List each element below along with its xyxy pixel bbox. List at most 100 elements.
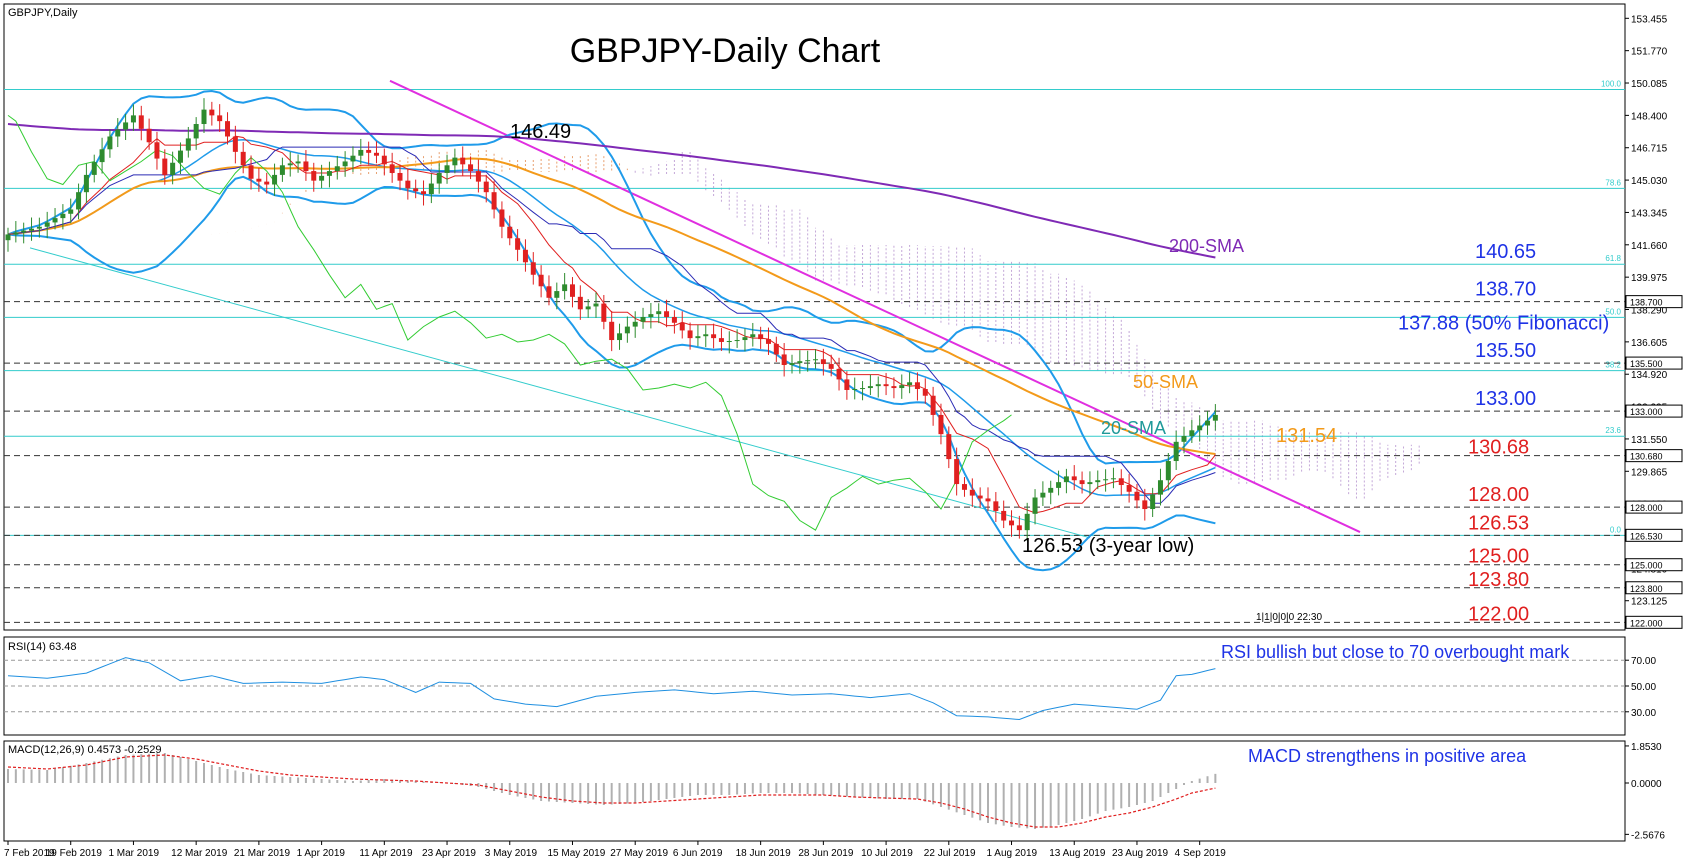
- candle-body: [319, 175, 325, 181]
- candle-body: [617, 333, 623, 341]
- candle-body: [326, 171, 332, 176]
- level-label: 130.68: [1468, 437, 1529, 459]
- candle-body: [640, 317, 646, 322]
- candle-body: [342, 161, 348, 167]
- sma200-line: [7, 123, 1216, 259]
- candle-body: [421, 191, 427, 195]
- candle-body: [624, 326, 630, 334]
- candle-body: [460, 157, 466, 165]
- candle-body: [272, 174, 278, 185]
- candle-body: [217, 115, 223, 122]
- candle-body: [311, 171, 317, 181]
- candle-body: [1040, 492, 1046, 498]
- candle-body: [609, 321, 615, 341]
- macd-panel-frame: [3, 740, 1626, 842]
- candle-body: [1001, 510, 1007, 521]
- candle-body: [193, 124, 199, 139]
- candle-body: [1157, 480, 1163, 495]
- candle-body: [930, 395, 936, 415]
- candle-body: [546, 286, 552, 298]
- candle-body: [1165, 461, 1171, 481]
- candle-body: [891, 386, 897, 389]
- macd-annotation: MACD strengthens in positive area: [1248, 746, 1527, 766]
- candle-body: [1110, 478, 1116, 480]
- candle-body: [256, 178, 262, 182]
- rsi-tick-label: 30.00: [1631, 708, 1656, 719]
- candle-body: [115, 129, 121, 137]
- x-tick-label: 19 Feb 2019: [46, 848, 103, 859]
- x-tick-label: 10 Jul 2019: [861, 848, 913, 859]
- candle-body: [1009, 520, 1015, 526]
- level-price-box-text: 122.000: [1630, 618, 1663, 628]
- x-tick-label: 11 Apr 2019: [359, 848, 413, 859]
- candle-body: [977, 495, 983, 499]
- macd-indicator: 1.8530 0.0000 -2.5676: [7, 742, 1665, 841]
- candle-body: [279, 165, 285, 175]
- x-tick-label: 23 Aug 2019: [1112, 848, 1169, 859]
- candle-body: [946, 434, 952, 460]
- support-resistance-levels: [4, 301, 1625, 623]
- candle-body: [1142, 500, 1148, 510]
- candle-body: [805, 360, 811, 362]
- low-label: 126.53 (3-year low): [1022, 535, 1194, 557]
- level-price-box-text: 128.000: [1630, 503, 1663, 513]
- candle-body: [475, 171, 481, 182]
- candle-body: [381, 155, 387, 165]
- level-price-box: [1625, 449, 1683, 463]
- candle-body: [60, 213, 66, 219]
- x-tick-label: 6 Jun 2019: [673, 848, 723, 859]
- sma50-label: 50-SMA: [1133, 372, 1198, 392]
- level-price-box-text: 135.500: [1630, 359, 1663, 369]
- y-tick-label: 134.920: [1631, 370, 1668, 381]
- candle-body: [1189, 430, 1195, 437]
- rsi-panel-frame: [3, 636, 1626, 736]
- fib-label: 0.0: [1610, 525, 1622, 534]
- candle-body: [601, 303, 607, 322]
- rsi-tick-label: 70.00: [1631, 656, 1656, 667]
- level-price-box: [1625, 581, 1683, 595]
- candle-body: [585, 306, 591, 310]
- x-tick-label: 28 Jun 2019: [798, 848, 853, 859]
- moving-averages: [7, 89, 1217, 572]
- high-label: 146.49: [510, 121, 571, 143]
- candle-body: [29, 228, 35, 231]
- candle-body: [569, 284, 575, 297]
- level-price-box: [1625, 558, 1683, 572]
- y-tick-label: 131.550: [1631, 435, 1668, 446]
- candle-body: [907, 382, 913, 386]
- x-tick-label: 13 Aug 2019: [1049, 848, 1106, 859]
- x-tick-label: 1 Mar 2019: [108, 848, 159, 859]
- y-tick-label: 123.125: [1631, 597, 1668, 608]
- level-label: 131.54: [1276, 425, 1337, 447]
- y-tick-label: 153.455: [1631, 14, 1668, 25]
- x-tick-label: 23 Apr 2019: [422, 848, 476, 859]
- candle-body: [107, 136, 113, 150]
- candle-body: [170, 162, 176, 175]
- candle-body: [1173, 441, 1179, 462]
- candle-body: [68, 209, 74, 214]
- level-price-box-text: 123.800: [1630, 584, 1663, 594]
- level-label: 138.70: [1475, 279, 1536, 301]
- x-tick-label: 7 Feb 2019: [4, 848, 55, 859]
- candle-body: [146, 128, 152, 143]
- candle-body: [797, 361, 803, 364]
- candle-body: [1048, 487, 1054, 493]
- level-label: 137.88 (50% Fibonacci): [1398, 312, 1609, 334]
- bollinger-lower-line: [7, 175, 1216, 572]
- candle-body: [1032, 497, 1038, 514]
- candle-body: [1197, 425, 1203, 431]
- candle-body: [522, 249, 528, 263]
- candle-body: [303, 161, 309, 172]
- candle-body: [538, 274, 544, 287]
- candle-body: [765, 339, 771, 344]
- candle-body: [123, 122, 129, 130]
- macd-tick-label: 1.8530: [1631, 742, 1662, 753]
- level-price-box-text: 138.700: [1630, 298, 1663, 308]
- candle-body: [436, 172, 442, 184]
- candle-body: [703, 334, 709, 337]
- candle-body: [138, 115, 144, 129]
- candle-body: [1181, 436, 1187, 442]
- candle-body: [366, 149, 372, 153]
